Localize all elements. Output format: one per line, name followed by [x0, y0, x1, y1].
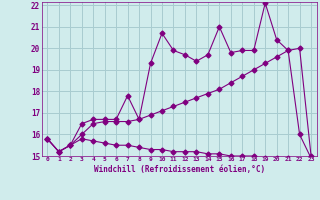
- X-axis label: Windchill (Refroidissement éolien,°C): Windchill (Refroidissement éolien,°C): [94, 165, 265, 174]
